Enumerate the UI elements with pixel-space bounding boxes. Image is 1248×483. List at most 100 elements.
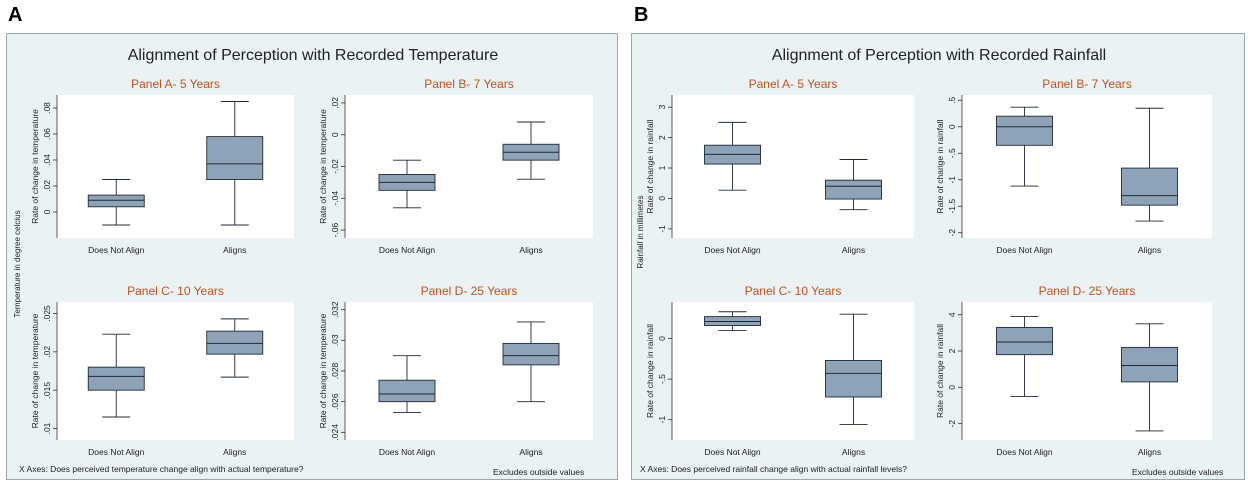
category-label: Aligns bbox=[1138, 447, 1161, 457]
panel-title: Panel A- 5 Years bbox=[131, 77, 220, 91]
y-axis-label: Rate of change in temperature bbox=[318, 313, 328, 428]
iqr-box bbox=[87, 194, 145, 208]
box-does-not-align bbox=[378, 159, 436, 209]
iqr-box bbox=[825, 179, 882, 200]
figure-b-title: Alignment of Perception with Recorded Ra… bbox=[772, 47, 1106, 64]
iqr-box bbox=[1121, 167, 1178, 206]
figure-b-footnote: Excludes outside values bbox=[1132, 467, 1223, 477]
iqr-box bbox=[502, 342, 560, 366]
y-tick-label: -.5 bbox=[657, 374, 667, 384]
box-aligns bbox=[502, 121, 560, 180]
iqr-box bbox=[206, 136, 264, 180]
panel-title: Panel A- 5 Years bbox=[749, 77, 838, 91]
iqr-box bbox=[87, 366, 145, 391]
box-panel-b-1: Panel A- 5 Years -1 0 1 2 3 Rate of change in … bbox=[645, 77, 914, 255]
y-tick-label: .024 bbox=[330, 424, 340, 441]
y-tick-label: 0 bbox=[947, 124, 957, 129]
y-tick-label: 0 bbox=[657, 196, 667, 201]
figure-a-x-note: X Axes: Does perceived temperature chang… bbox=[19, 464, 304, 474]
y-tick-label: -.04 bbox=[330, 191, 340, 206]
y-tick-label: .015 bbox=[42, 382, 52, 399]
figure-b-canvas: Alignment of Perception with Recorded Ra… bbox=[636, 47, 1223, 477]
box-does-not-align bbox=[996, 316, 1053, 397]
panel-title: Panel B- 7 Years bbox=[424, 77, 513, 91]
figure-b: Alignment of Perception with Recorded Ra… bbox=[631, 33, 1245, 480]
iqr-box bbox=[378, 379, 436, 403]
box-aligns bbox=[825, 159, 882, 211]
box-does-not-align bbox=[87, 179, 145, 226]
category-label: Does Not Align bbox=[88, 245, 144, 255]
figure-a: Alignment of Perception with Recorded Te… bbox=[6, 33, 618, 480]
figure-a-footnote: Excludes outside values bbox=[493, 467, 584, 477]
category-label: Aligns bbox=[223, 447, 246, 457]
y-tick-label: .02 bbox=[42, 180, 52, 192]
y-axis-label: Rate of change in rainfall bbox=[935, 324, 945, 418]
y-tick-label: -.02 bbox=[330, 159, 340, 174]
y-tick-label: -1 bbox=[657, 416, 667, 424]
box-does-not-align bbox=[87, 333, 145, 418]
y-axis-label: Rate of change in temperature bbox=[30, 313, 40, 428]
y-tick-label: 0 bbox=[330, 132, 340, 137]
panel-title: Panel C- 10 Years bbox=[745, 284, 842, 298]
y-axis-label: Rate of change in temperature bbox=[30, 109, 40, 224]
y-tick-label: 1 bbox=[657, 165, 667, 170]
box-aligns bbox=[206, 101, 264, 226]
y-tick-label: -2 bbox=[947, 229, 957, 237]
box-panel-b-4: Panel D- 25 Years -2 0 2 4 Rate of change in … bbox=[935, 284, 1212, 457]
y-axis-label: Rate of change in temperature bbox=[318, 109, 328, 224]
category-label: Aligns bbox=[223, 245, 246, 255]
y-tick-label: -2 bbox=[947, 420, 957, 428]
y-tick-label: 4 bbox=[947, 312, 957, 317]
category-label: Aligns bbox=[519, 245, 542, 255]
y-tick-label: -1 bbox=[947, 176, 957, 184]
box-does-not-align bbox=[704, 311, 761, 331]
figure-a-title: Alignment of Perception with Recorded Te… bbox=[128, 47, 499, 64]
figure-b-y-title: Rainfall in millimetes bbox=[636, 196, 645, 269]
category-label: Aligns bbox=[519, 447, 542, 457]
figure-a-letter: A bbox=[8, 4, 23, 26]
y-tick-label: .025 bbox=[42, 305, 52, 322]
y-tick-label: 0 bbox=[657, 336, 667, 341]
iqr-box bbox=[1121, 346, 1178, 383]
y-tick-label: -.06 bbox=[330, 222, 340, 237]
y-tick-label: 2 bbox=[947, 348, 957, 353]
y-tick-label: -1 bbox=[657, 225, 667, 233]
category-label: Does Not Align bbox=[996, 245, 1052, 255]
y-tick-label: .02 bbox=[42, 346, 52, 358]
panel-title: Panel D- 25 Years bbox=[1039, 284, 1136, 298]
figure-b-letter: B bbox=[634, 4, 649, 26]
y-tick-label: .08 bbox=[42, 102, 52, 114]
figure-b-x-note: X Axes: Does perceived rainfall change a… bbox=[640, 464, 907, 474]
y-tick-label: .026 bbox=[330, 393, 340, 410]
y-tick-label: -.5 bbox=[947, 148, 957, 158]
y-tick-label: 0 bbox=[42, 209, 52, 214]
y-axis-label: Rate of change in rainfall bbox=[645, 119, 655, 213]
panel-title: Panel B- 7 Years bbox=[1042, 77, 1131, 91]
category-label: Does Not Align bbox=[704, 245, 760, 255]
y-tick-label: .5 bbox=[947, 96, 957, 103]
iqr-box bbox=[996, 326, 1053, 356]
figure-a-y-title: Temperature in degree celcius bbox=[13, 210, 22, 317]
category-label: Does Not Align bbox=[88, 447, 144, 457]
category-label: Does Not Align bbox=[379, 245, 435, 255]
y-axis-label: Rate of change in rainfall bbox=[935, 119, 945, 213]
y-tick-label: 2 bbox=[657, 135, 667, 140]
y-tick-label: -1.5 bbox=[947, 199, 957, 214]
plot-area bbox=[345, 302, 593, 440]
box-does-not-align bbox=[378, 355, 436, 413]
box-aligns bbox=[1121, 107, 1178, 222]
box-aligns bbox=[1121, 323, 1178, 432]
y-tick-label: .028 bbox=[330, 362, 340, 379]
y-tick-label: 3 bbox=[657, 105, 667, 110]
category-label: Aligns bbox=[1138, 245, 1161, 255]
y-tick-label: .01 bbox=[42, 422, 52, 434]
iqr-box bbox=[825, 359, 882, 398]
iqr-box bbox=[206, 330, 264, 355]
box-aligns bbox=[825, 313, 882, 426]
box-does-not-align bbox=[704, 121, 761, 191]
y-tick-label: 0 bbox=[947, 385, 957, 390]
